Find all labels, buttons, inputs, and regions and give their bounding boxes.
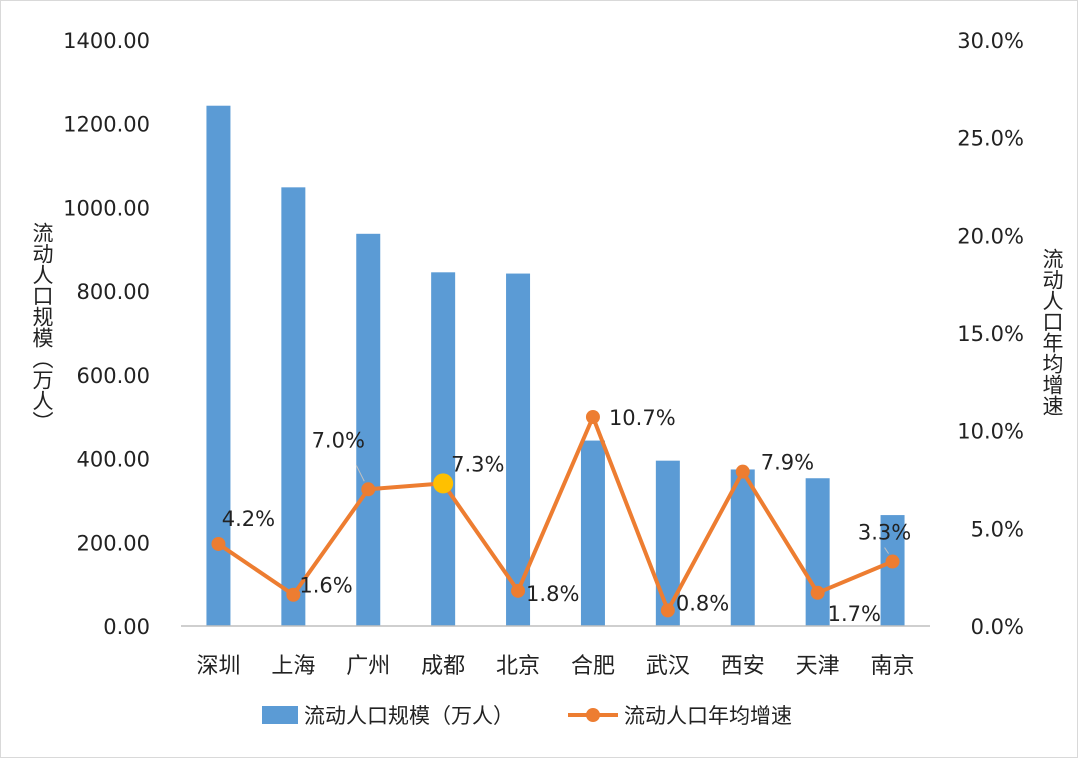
- data-label: 1.7%: [828, 602, 881, 626]
- legend-line-marker: [586, 708, 600, 722]
- bar-3: [356, 233, 381, 626]
- left-tick-label: 1000.00: [63, 196, 150, 220]
- data-label: 10.7%: [609, 406, 676, 430]
- left-tick-label: 200.00: [77, 531, 150, 555]
- line-marker: [286, 587, 301, 602]
- right-tick-label: 0.0%: [971, 615, 1024, 639]
- left-tick-label: 0.00: [103, 615, 150, 639]
- line-marker: [211, 536, 226, 551]
- left-tick-label: 1400.00: [63, 29, 150, 53]
- right-tick-label: 25.0%: [957, 127, 1024, 151]
- bar-2: [281, 187, 306, 626]
- bar-8: [730, 469, 755, 626]
- label-leader-line: [355, 465, 365, 482]
- legend-bar-label: 流动人口规模（万人）: [304, 704, 514, 728]
- category-label: 深圳: [196, 654, 240, 679]
- data-label: 7.0%: [312, 428, 365, 452]
- bar-10: [880, 515, 905, 626]
- growth-line: [217, 414, 894, 613]
- label-leader-line: [884, 547, 889, 554]
- line-marker: [885, 554, 900, 569]
- right-tick-label: 30.0%: [957, 29, 1024, 53]
- category-label: 成都: [421, 654, 465, 679]
- left-tick-label: 600.00: [77, 364, 150, 388]
- right-axis-title: 流动人口年均增速: [1040, 248, 1064, 416]
- data-label: 1.6%: [299, 574, 352, 598]
- left-tick-label: 800.00: [77, 280, 150, 304]
- category-label: 广州: [346, 654, 390, 679]
- right-tick-label: 10.0%: [957, 420, 1024, 444]
- left-axis-title: 流动人口规模（万人）: [30, 222, 54, 432]
- category-label: 北京: [496, 654, 540, 679]
- line-marker: [810, 585, 825, 600]
- line-marker: [585, 409, 600, 424]
- data-label: 3.3%: [858, 521, 911, 545]
- data-label: 7.3%: [451, 452, 504, 476]
- bar-9: [805, 478, 830, 626]
- line-marker: [735, 464, 750, 479]
- right-tick-label: 5.0%: [971, 517, 1024, 541]
- legend-line-label: 流动人口年均增速: [624, 704, 792, 728]
- bar-4: [431, 272, 456, 626]
- legend-bar-swatch: [262, 706, 298, 724]
- category-label: 天津: [796, 654, 840, 679]
- line-marker: [361, 482, 376, 497]
- data-label: 7.9%: [761, 451, 814, 475]
- line-marker: [511, 583, 526, 598]
- left-tick-label: 400.00: [77, 448, 150, 472]
- line-marker: [660, 603, 675, 618]
- category-label: 西安: [721, 654, 765, 679]
- data-label: 4.2%: [222, 507, 275, 531]
- data-label: 0.8%: [676, 591, 729, 615]
- category-label: 南京: [871, 654, 915, 679]
- bar-6: [580, 440, 605, 626]
- highlight-marker: [433, 473, 454, 494]
- category-label: 武汉: [646, 654, 690, 679]
- left-tick-label: 1200.00: [63, 113, 150, 137]
- category-label: 合肥: [571, 654, 615, 679]
- category-label: 上海: [271, 654, 315, 679]
- right-tick-label: 20.0%: [957, 224, 1024, 248]
- data-label: 1.8%: [526, 582, 579, 606]
- right-tick-label: 15.0%: [957, 322, 1024, 346]
